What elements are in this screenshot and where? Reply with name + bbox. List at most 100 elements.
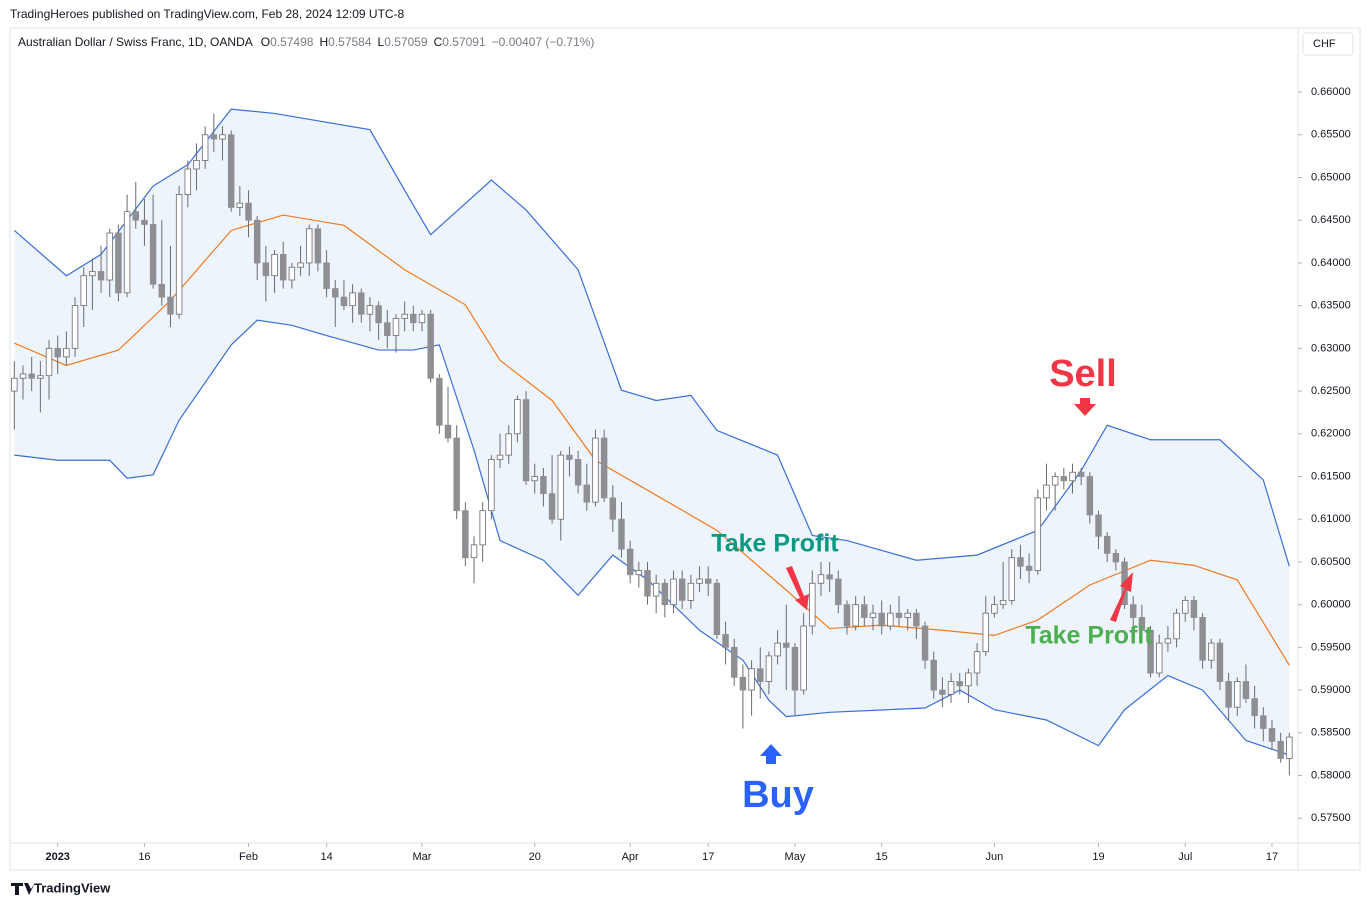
candle-body bbox=[843, 604, 851, 627]
candle-body bbox=[375, 305, 382, 324]
currency-box[interactable] bbox=[1302, 32, 1354, 56]
x-tick-label: 17 bbox=[702, 851, 714, 863]
candle-body bbox=[71, 305, 79, 349]
y-tick-label: 0.59000 bbox=[1311, 684, 1351, 696]
candle-body bbox=[141, 219, 148, 225]
candle-body bbox=[115, 232, 122, 294]
candle-body bbox=[921, 625, 929, 661]
x-tick-label: 15 bbox=[876, 851, 888, 863]
candle-body bbox=[557, 454, 564, 520]
y-tick-label: 0.57500 bbox=[1311, 812, 1351, 824]
take-profit-arrow bbox=[1110, 572, 1133, 622]
x-tick-label: 14 bbox=[320, 851, 332, 863]
candle-body bbox=[1112, 552, 1120, 563]
candle-body bbox=[930, 659, 937, 691]
candle-body bbox=[366, 305, 374, 315]
candle-body bbox=[887, 612, 894, 627]
x-tick-label: Jun bbox=[986, 851, 1004, 863]
legend-field-label: L bbox=[378, 35, 385, 49]
candle-body bbox=[496, 454, 504, 460]
y-tick-label: 0.66000 bbox=[1311, 86, 1351, 98]
candle-body bbox=[306, 228, 313, 264]
y-tick-label: 0.59500 bbox=[1311, 641, 1351, 653]
candle-body bbox=[826, 574, 833, 580]
candle-body bbox=[1182, 599, 1189, 614]
candle-body bbox=[392, 318, 400, 336]
candle-body bbox=[999, 599, 1007, 606]
candle-body bbox=[670, 578, 677, 606]
candle-body bbox=[869, 612, 877, 618]
candle-body bbox=[1043, 484, 1050, 499]
candle-body bbox=[253, 219, 261, 264]
candle-body bbox=[1147, 629, 1154, 674]
candle-body bbox=[1260, 715, 1267, 729]
candle-body bbox=[1286, 736, 1293, 759]
candle-body bbox=[1199, 617, 1206, 661]
candle-body bbox=[332, 288, 339, 298]
candle-body bbox=[939, 689, 946, 695]
candle-body bbox=[323, 262, 330, 289]
legend-field-label: H bbox=[319, 35, 328, 49]
tv-logo bbox=[11, 883, 35, 895]
candle-body bbox=[878, 612, 885, 627]
x-tick-label: 17 bbox=[1266, 851, 1278, 863]
candle-body bbox=[895, 612, 903, 618]
legend: Australian Dollar / Swiss Franc, 1D, OAN… bbox=[18, 35, 594, 49]
candle-body bbox=[184, 168, 192, 195]
candle-body bbox=[774, 642, 781, 657]
candle-body bbox=[913, 612, 920, 627]
candle-body bbox=[1268, 728, 1276, 742]
candle-body bbox=[297, 262, 304, 268]
candle-body bbox=[704, 578, 712, 584]
candle-body bbox=[436, 377, 443, 426]
candle-body bbox=[19, 373, 27, 379]
brand: TradingView bbox=[34, 880, 111, 895]
currency: CHF bbox=[1313, 38, 1336, 50]
candle-body bbox=[748, 668, 755, 691]
candle-body bbox=[531, 476, 538, 482]
legend-change: −0.00407 (−0.71%) bbox=[492, 35, 595, 49]
band-middle bbox=[14, 214, 1290, 666]
candle-body bbox=[37, 375, 44, 379]
candle-body bbox=[340, 296, 348, 307]
candle-body bbox=[349, 292, 356, 307]
candle-body bbox=[54, 347, 61, 358]
y-tick-label: 0.61500 bbox=[1311, 470, 1351, 482]
band-fill bbox=[14, 109, 1290, 756]
candle-body bbox=[1008, 557, 1015, 601]
candle-body bbox=[1164, 638, 1172, 644]
candle-body bbox=[28, 373, 35, 379]
candle-body bbox=[132, 211, 139, 221]
candle-body bbox=[1173, 612, 1180, 640]
candle-body bbox=[1190, 599, 1198, 618]
candle-body bbox=[1103, 535, 1111, 554]
candle-body bbox=[1069, 471, 1076, 482]
candle-body bbox=[644, 570, 651, 597]
candle-body bbox=[453, 437, 460, 512]
candle-body bbox=[731, 646, 738, 678]
candle-body bbox=[80, 275, 87, 307]
candle-body bbox=[1156, 642, 1163, 674]
candle-body bbox=[89, 271, 96, 277]
y-tick-label: 0.62500 bbox=[1311, 385, 1351, 397]
candle-body bbox=[175, 194, 183, 315]
y-tick-label: 0.64000 bbox=[1311, 257, 1351, 269]
x-tick-label: Feb bbox=[239, 851, 258, 863]
candle-body bbox=[861, 604, 868, 618]
take-profit-arrow bbox=[786, 566, 809, 610]
candle-body bbox=[592, 437, 599, 503]
candle-body bbox=[835, 578, 842, 606]
y-tick-label: 0.64500 bbox=[1311, 214, 1351, 226]
candle-body bbox=[548, 493, 556, 520]
candle-body bbox=[540, 476, 547, 494]
candle-body bbox=[618, 518, 625, 550]
band-upper bbox=[13, 108, 1290, 567]
candle-body bbox=[965, 672, 972, 687]
candle-body bbox=[678, 578, 686, 601]
y-tick-label: 0.63500 bbox=[1311, 300, 1351, 312]
candle-body bbox=[514, 399, 521, 435]
candle-body bbox=[63, 347, 70, 358]
candle-body bbox=[271, 253, 278, 277]
candle-body bbox=[384, 322, 391, 336]
candle-body bbox=[1277, 740, 1284, 759]
